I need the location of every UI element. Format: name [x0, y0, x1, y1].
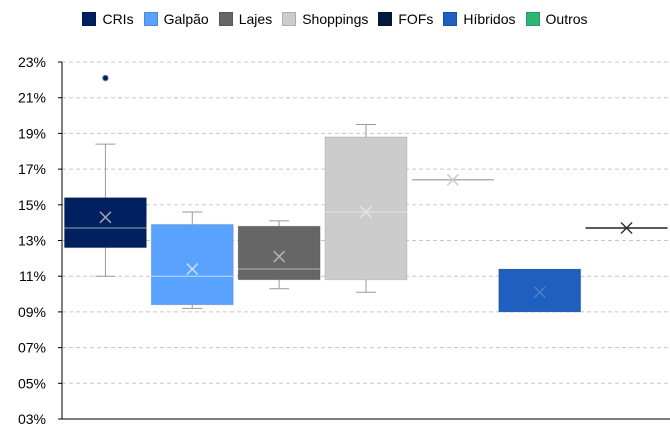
- legend-swatch: [143, 12, 158, 26]
- y-tick-label: 13%: [18, 233, 46, 249]
- legend-swatch: [525, 12, 540, 26]
- legend-label: FOFs: [398, 11, 434, 27]
- legend-label: Galpão: [163, 11, 209, 27]
- chart-legend: CRIs Galpão Lajes Shoppings FOFs Híbridos Outr…: [0, 8, 670, 30]
- box-5: [498, 268, 582, 313]
- y-tick-label: 23%: [18, 54, 46, 70]
- outlier-point: [102, 74, 109, 82]
- y-tick-label: 03%: [18, 411, 46, 426]
- legend-item-2: Lajes: [218, 11, 273, 27]
- y-tick-label: 11%: [19, 268, 46, 284]
- legend-item-1: Galpão: [143, 11, 209, 27]
- y-tick-label: 15%: [18, 197, 46, 213]
- legend-label: Shoppings: [302, 11, 369, 27]
- y-tick-label: 07%: [18, 340, 46, 356]
- y-tick-label: 09%: [18, 304, 46, 320]
- y-tick-label: 21%: [18, 90, 46, 106]
- mean-marker: [446, 173, 459, 186]
- box-1: [150, 223, 234, 306]
- legend-item-4: FOFs: [378, 11, 433, 27]
- legend-swatch: [282, 12, 297, 26]
- mean-marker: [273, 250, 286, 263]
- legend-label: Outros: [545, 11, 588, 27]
- legend-label: Lajes: [238, 11, 273, 27]
- legend-swatch: [82, 12, 97, 26]
- box-0: [63, 197, 147, 249]
- mean-marker: [99, 211, 112, 224]
- legend-swatch: [378, 12, 393, 26]
- mean-marker: [186, 263, 199, 276]
- legend-item-5: Híbridos: [443, 11, 516, 27]
- y-tick-label: 17%: [18, 161, 46, 177]
- box-3: [324, 136, 408, 281]
- y-tick-label: 05%: [18, 375, 46, 391]
- box-2: [237, 225, 321, 281]
- mean-marker: [620, 221, 633, 235]
- legend-item-6: Outros: [525, 11, 588, 27]
- legend-swatch: [443, 12, 458, 26]
- legend-label: Híbridos: [463, 11, 516, 27]
- legend-item-0: CRIs: [82, 11, 134, 27]
- mean-marker: [533, 286, 546, 299]
- mean-marker: [359, 205, 373, 218]
- legend-label: CRIs: [102, 11, 134, 27]
- legend-item-3: Shoppings: [282, 11, 368, 27]
- y-tick-label: 19%: [18, 125, 46, 141]
- legend-swatch: [218, 12, 233, 26]
